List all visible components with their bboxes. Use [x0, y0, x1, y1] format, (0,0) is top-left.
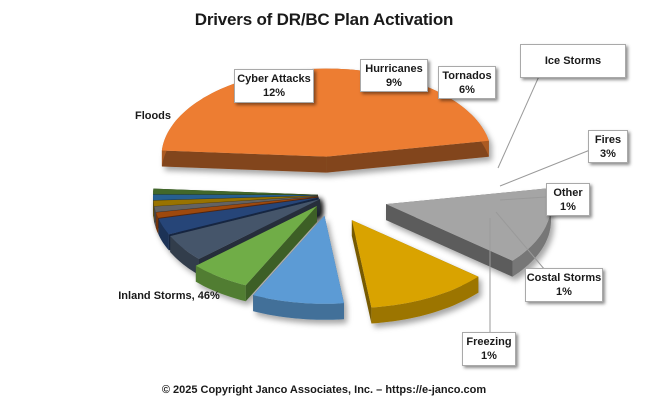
slice-freezing-rim — [153, 200, 155, 223]
callout-hurricanes-name: Hurricanes — [365, 62, 423, 75]
slice-inland-wall-1 — [326, 140, 489, 173]
callout-costal-storms: Costal Storms 1% — [525, 268, 603, 302]
callout-tornados: Tornados 6% — [438, 66, 496, 99]
slice-floods — [386, 188, 552, 277]
slice-floods-wall-1 — [386, 204, 513, 277]
callout-other-name: Other — [553, 186, 583, 199]
callout-fires-pct: 3% — [600, 147, 616, 160]
callout-costal-pct: 1% — [556, 286, 572, 298]
callout-freezing: Freezing 1% — [462, 332, 516, 366]
callout-freezing-name: Freezing — [466, 336, 512, 348]
slice-floods-top — [386, 188, 552, 261]
slice-tornados-rim — [195, 265, 246, 302]
slice-icestorms-top — [170, 199, 321, 259]
copyright-footer: © 2025 Copyright Janco Associates, Inc. … — [161, 384, 487, 396]
leader-line-other — [499, 196, 547, 201]
slice-other-top — [156, 196, 319, 218]
slice-inland-wall-0 — [161, 150, 327, 173]
slice-fires-rim — [158, 218, 169, 251]
slice-misc2-top — [153, 188, 319, 195]
leader-line-fires — [499, 149, 591, 187]
slice-cyber — [351, 220, 479, 324]
callout-fires: Fires 3% — [588, 130, 628, 163]
label-floods-name: Floods — [134, 110, 172, 122]
label-floods: Floods — [126, 109, 180, 123]
leader-lines — [489, 73, 591, 332]
callout-cyber-name: Cyber Attacks — [237, 73, 311, 85]
label-inland-storms: Inland Storms, 46% — [114, 289, 224, 303]
slice-tornados-top — [195, 205, 317, 286]
callout-hurricanes: Hurricanes 9% — [360, 59, 428, 92]
slice-freezing-top — [153, 195, 319, 207]
callout-cyber-pct: 12% — [262, 87, 286, 99]
callout-tornados-name: Tornados — [442, 69, 492, 82]
callout-other-pct: 1% — [560, 200, 576, 213]
callout-cyber-attacks: Cyber Attacks 12% — [234, 69, 314, 103]
slice-costal-rim — [154, 206, 156, 228]
pie-slices — [153, 68, 552, 324]
slice-cyber-top — [351, 220, 479, 308]
callout-fires-name: Fires — [594, 133, 622, 146]
slice-floods-rim — [512, 188, 552, 277]
slice-hurricanes-top — [253, 215, 344, 304]
callout-freezing-pct: 1% — [481, 350, 497, 362]
chart-title: Drivers of DR/BC Plan Activation — [194, 10, 454, 29]
callout-tornados-pct: 6% — [459, 83, 475, 96]
slice-hurricanes — [253, 215, 344, 320]
slice-other-rim — [156, 212, 159, 234]
callout-hurricanes-pct: 9% — [386, 76, 402, 89]
leader-line-costal — [495, 211, 546, 271]
callout-ice-storms: Ice Storms — [520, 44, 626, 78]
callout-other: Other 1% — [546, 183, 590, 216]
label-inland-name: Inland Storms, 46% — [118, 290, 220, 302]
slice-tornados — [195, 205, 317, 302]
slice-cyber-rim — [371, 276, 479, 324]
slice-icestorms-rim — [170, 236, 199, 275]
slice-fires-top — [158, 197, 319, 235]
slice-costal-top — [154, 196, 319, 212]
slice-misc1-top — [153, 194, 319, 201]
leader-line-icestorms — [497, 73, 541, 169]
callout-icestorms-name: Ice Storms — [544, 55, 602, 67]
callout-costal-name: Costal Storms — [526, 272, 602, 284]
slice-hurricanes-rim — [253, 295, 344, 320]
slice-cyber-wall-1 — [351, 220, 372, 324]
